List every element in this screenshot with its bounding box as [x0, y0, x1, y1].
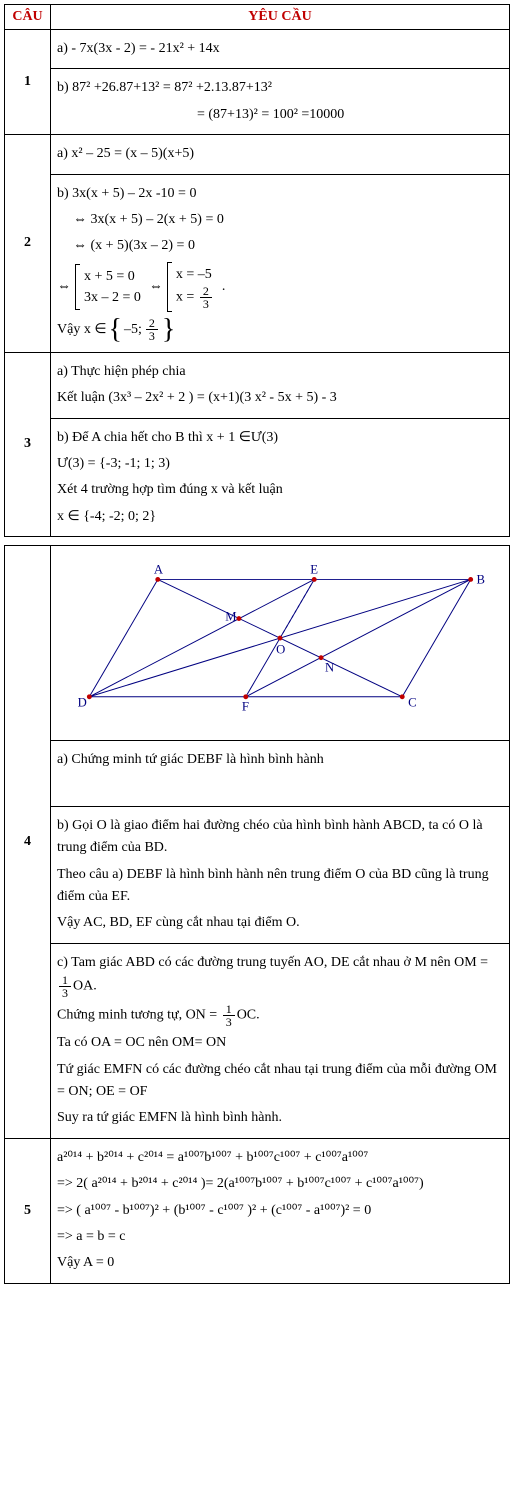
- svg-text:B: B: [477, 572, 485, 586]
- header-cau: CÂU: [5, 5, 51, 30]
- header-yeucau: YÊU CẦU: [51, 5, 510, 30]
- second-table: 4 A B C D E F O M N a) Chứng minh tứ giác DEBF l…: [4, 545, 510, 1284]
- q3-num: 3: [5, 352, 51, 536]
- q1-a: a) - 7x(3x - 2) = - 21x² + 14x: [51, 30, 510, 69]
- q1-b: b) 87² +26.87+13² = 87² +2.13.87+13² = (…: [51, 69, 510, 135]
- q4-num: 4: [5, 546, 51, 1139]
- q4-a: a) Chứng minh tứ giác DEBF là hình bình …: [51, 741, 510, 807]
- svg-text:O: O: [276, 643, 285, 657]
- main-table: CÂU YÊU CẦU 1 a) - 7x(3x - 2) = - 21x² +…: [4, 4, 510, 537]
- q1-num: 1: [5, 30, 51, 135]
- svg-text:F: F: [242, 700, 249, 714]
- q4-b: b) Gọi O là giao điểm hai đường chéo của…: [51, 806, 510, 943]
- q2-a: a) x² – 25 = (x – 5)(x+5): [51, 135, 510, 174]
- q5-body: a²⁰¹⁴ + b²⁰¹⁴ + c²⁰¹⁴ = a¹⁰⁰⁷b¹⁰⁰⁷ + b¹⁰…: [51, 1138, 510, 1283]
- svg-text:N: N: [325, 660, 334, 674]
- svg-text:M: M: [225, 610, 236, 624]
- q2-num: 2: [5, 135, 51, 353]
- geometry-diagram: A B C D E F O M N: [60, 558, 500, 728]
- svg-text:E: E: [310, 563, 318, 577]
- q3-a: a) Thực hiện phép chia Kết luận (3x³ – 2…: [51, 352, 510, 418]
- q2-b: b) 3x(x + 5) – 2x -10 = 0 ⇔ 3x(x + 5) – …: [51, 174, 510, 352]
- q5-num: 5: [5, 1138, 51, 1283]
- svg-text:D: D: [78, 696, 87, 710]
- q4-c: c) Tam giác ABD có các đường trung tuyến…: [51, 943, 510, 1138]
- q3-b: b) Để A chia hết cho B thì x + 1 ∈Ư(3) Ư…: [51, 418, 510, 537]
- q4-diagram-cell: A B C D E F O M N: [51, 546, 510, 741]
- svg-text:A: A: [154, 563, 164, 577]
- svg-text:C: C: [408, 696, 416, 710]
